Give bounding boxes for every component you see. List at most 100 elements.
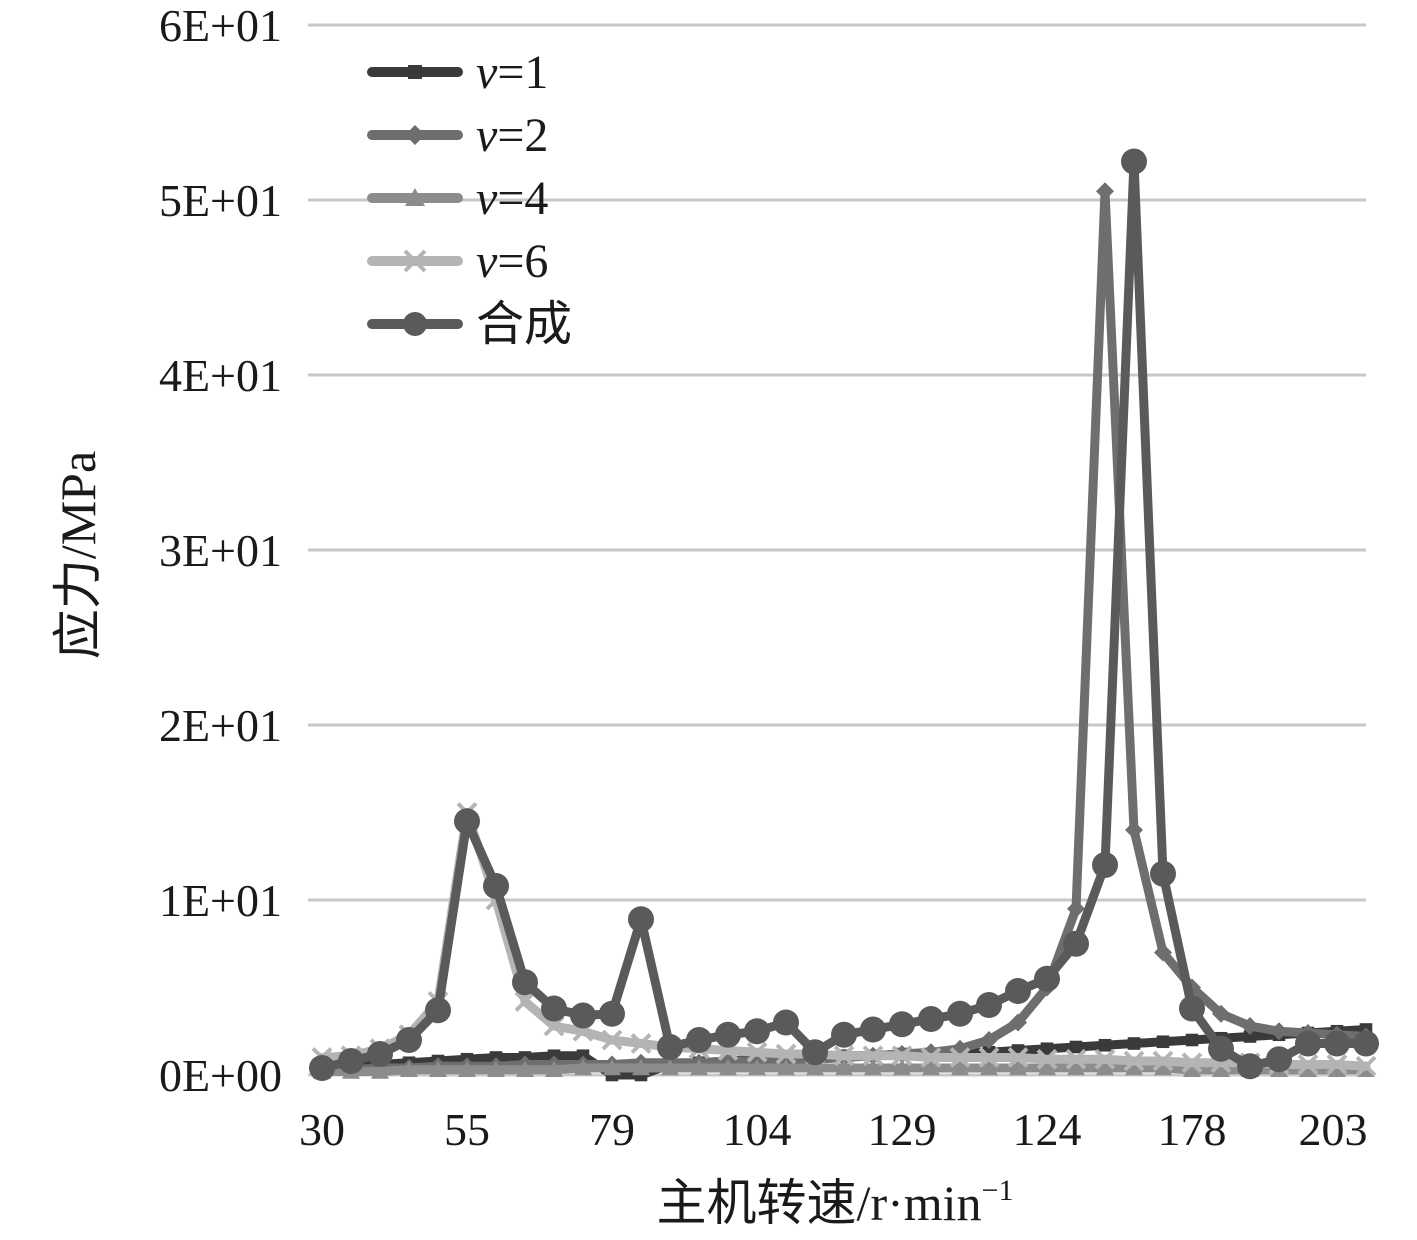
marker-triangle: [748, 1059, 766, 1076]
series-lines: [309, 148, 1379, 1082]
marker-square: [1098, 1038, 1112, 1052]
marker-circle: [657, 1034, 683, 1060]
marker-x: [775, 1043, 797, 1065]
marker-x: [862, 1045, 884, 1067]
marker-circle: [1295, 1030, 1321, 1057]
legend-label-variable: v: [476, 172, 498, 225]
legend-item: v=2: [367, 109, 548, 162]
marker-diamond: [1270, 1022, 1288, 1041]
marker-circle: [599, 1000, 625, 1027]
legend-label-value: =1: [497, 46, 548, 99]
marker-circle: [802, 1039, 828, 1066]
y-tick-label: 0E+00: [159, 1050, 282, 1101]
x-tick-label: 79: [589, 1104, 635, 1155]
marker-x: [1152, 1050, 1174, 1072]
x-axis-title: 主机转速/r·min−1: [657, 1174, 1014, 1231]
marker-circle: [976, 992, 1002, 1018]
marker-circle: [1121, 148, 1147, 175]
legend-label: v=2: [476, 109, 548, 162]
marker-circle: [1005, 978, 1031, 1004]
marker-diamond: [1067, 899, 1085, 918]
y-tick-label: 2E+01: [159, 700, 282, 751]
x-tick-label: 30: [299, 1104, 345, 1155]
legend: v=1v=2v=4v=6合成: [367, 46, 572, 351]
gridlines: [308, 23, 1366, 1077]
marker-circle: [403, 312, 427, 336]
marker-circle: [715, 1021, 741, 1048]
marker-circle: [1208, 1035, 1234, 1062]
marker-x: [1065, 1048, 1087, 1070]
marker-triangle: [1067, 1059, 1085, 1076]
marker-circle: [1179, 995, 1205, 1022]
marker-triangle: [719, 1059, 737, 1076]
x-axis-title-superscript: −1: [982, 1174, 1014, 1207]
marker-triangle: [893, 1059, 911, 1076]
marker-circle: [541, 995, 567, 1022]
marker-circle: [483, 873, 509, 899]
marker-x: [1007, 1047, 1029, 1068]
y-axis-ticks: 0E+00 1E+01 2E+01 3E+01 4E+01 5E+01 6E+01: [159, 0, 282, 1101]
marker-x: [1036, 1048, 1058, 1070]
marker-circle: [831, 1021, 857, 1048]
marker-square: [1069, 1040, 1083, 1054]
marker-x: [514, 991, 536, 1012]
legend-item: v=6: [367, 235, 548, 288]
y-axis-title: 应力/MPa: [50, 451, 106, 659]
marker-triangle: [1096, 1059, 1114, 1076]
legend-label-variable: v: [476, 235, 498, 288]
marker-square: [1040, 1042, 1054, 1056]
marker-triangle: [1038, 1059, 1056, 1076]
marker-diamond: [1125, 821, 1143, 839]
y-tick-label: 3E+01: [159, 525, 282, 576]
x-tick-label: 178: [1158, 1104, 1227, 1155]
marker-triangle: [429, 1060, 447, 1077]
legend-item: 合成: [367, 298, 572, 351]
marker-diamond: [980, 1031, 998, 1049]
series-2: [313, 182, 1375, 1079]
marker-triangle: [980, 1059, 998, 1076]
marker-triangle: [400, 1060, 418, 1077]
x-tick-label: 203: [1299, 1104, 1368, 1155]
marker-x: [601, 1029, 623, 1051]
marker-triangle: [951, 1059, 969, 1076]
marker-triangle: [864, 1059, 882, 1076]
marker-x: [891, 1045, 913, 1067]
marker-triangle: [806, 1059, 824, 1076]
marker-triangle: [1183, 1060, 1201, 1077]
marker-square: [408, 65, 422, 79]
series-5: [309, 148, 1379, 1081]
marker-circle: [1092, 852, 1118, 878]
marker-circle: [454, 808, 480, 835]
marker-circle: [570, 1002, 596, 1029]
y-tick-label: 6E+01: [159, 0, 282, 51]
legend-label: v=6: [476, 235, 548, 288]
marker-triangle: [922, 1059, 940, 1076]
marker-x: [1181, 1052, 1203, 1074]
marker-x: [630, 1033, 652, 1054]
marker-circle: [512, 969, 538, 996]
legend-label-value: =2: [497, 109, 548, 162]
marker-circle: [1266, 1046, 1292, 1073]
x-tick-label: 124: [1013, 1104, 1082, 1155]
marker-x: [949, 1047, 971, 1068]
marker-triangle: [632, 1059, 650, 1076]
marker-diamond: [1241, 1017, 1259, 1035]
marker-circle: [860, 1016, 886, 1043]
x-tick-label: 129: [868, 1104, 937, 1155]
marker-circle: [918, 1006, 944, 1032]
legend-item: v=4: [367, 172, 548, 225]
marker-x: [978, 1047, 1000, 1068]
marker-triangle: [835, 1059, 853, 1076]
marker-circle: [396, 1027, 422, 1053]
legend-label-value: =6: [497, 235, 548, 288]
marker-x: [403, 249, 427, 273]
marker-x: [833, 1045, 855, 1067]
marker-diamond: [1096, 182, 1114, 201]
marker-x: [1355, 1055, 1377, 1077]
marker-square: [1156, 1035, 1170, 1049]
marker-circle: [889, 1011, 915, 1038]
marker-square: [1127, 1037, 1141, 1050]
marker-square: [1185, 1033, 1199, 1047]
marker-x: [1297, 1054, 1319, 1075]
